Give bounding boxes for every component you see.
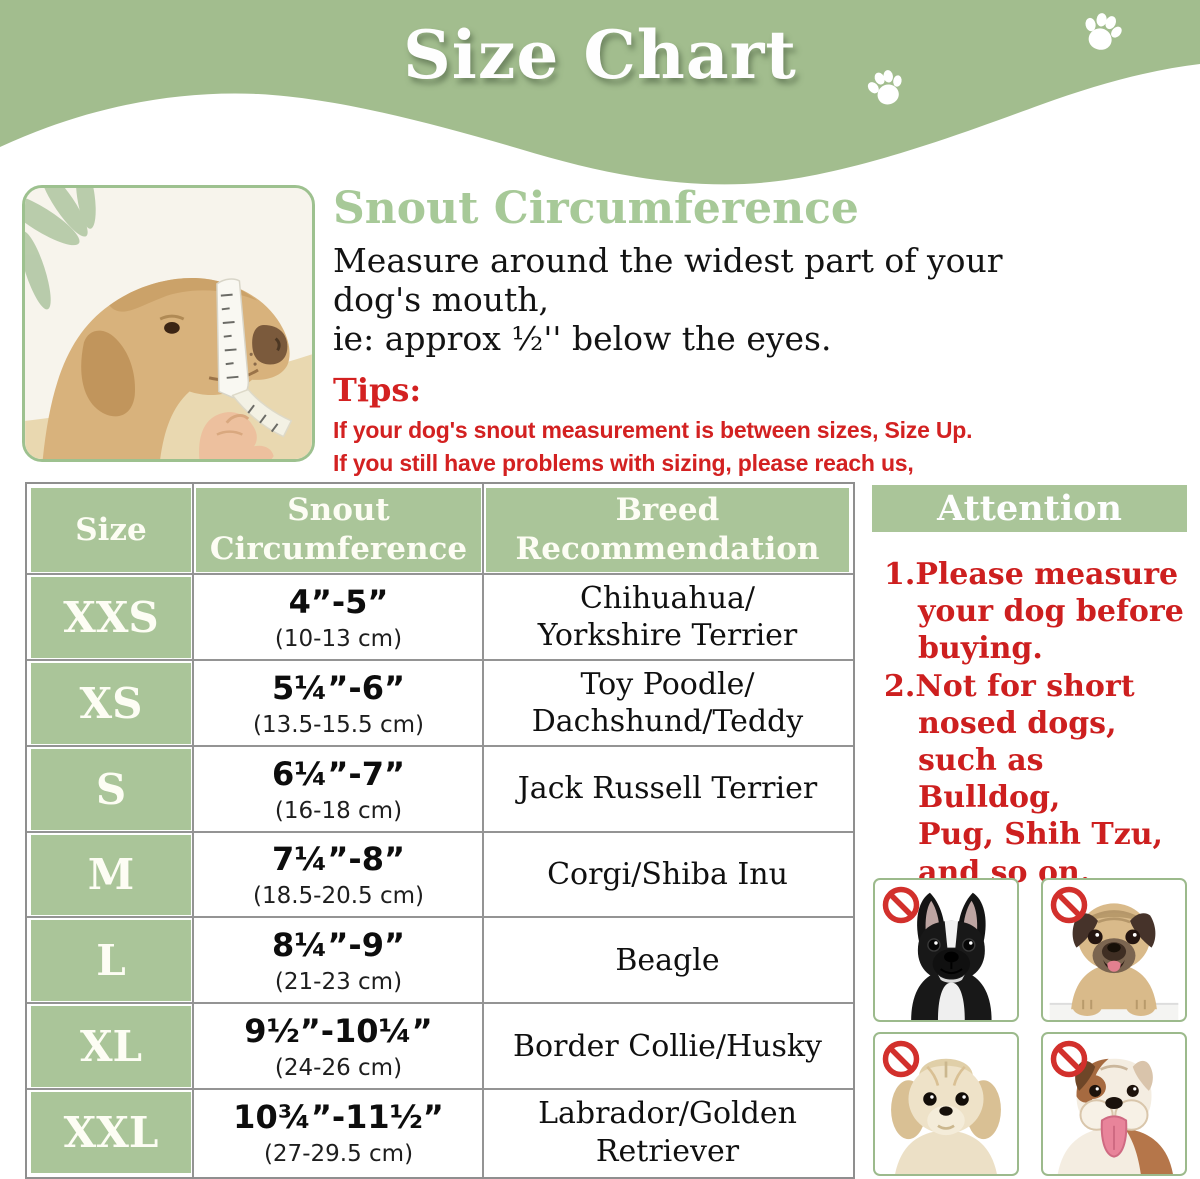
snout-circumference-heading: Snout Circumference: [333, 183, 859, 234]
banned-breed-card-english-bulldog: [1041, 1032, 1187, 1176]
table-divider: [27, 831, 853, 833]
breed-cell-xxl: Labrador/Golden Retriever: [486, 1092, 849, 1173]
table-divider: [27, 745, 853, 747]
attention-item: 1.Please measure your dog before buying.: [884, 557, 1184, 667]
cm-range: (10-13 cm): [274, 625, 403, 652]
table-divider: [27, 916, 853, 918]
measure-instructions-line1: Measure around the widest part of your d…: [333, 241, 1003, 320]
inches-range: 6¼”-7”: [272, 754, 405, 793]
size-cell-xl: XL: [31, 1006, 191, 1088]
prohibition-icon: [882, 1040, 920, 1078]
table-divider: [27, 573, 853, 575]
snout-cell-xs: 5¼”-6” (13.5-15.5 cm): [196, 662, 481, 744]
shih-tzu-image: [891, 1058, 1001, 1174]
table-divider: [27, 1088, 853, 1090]
size-cell-m: M: [31, 834, 191, 916]
column-header-size: Size: [31, 488, 191, 572]
table-divider: [27, 659, 853, 661]
column-header-breed: Breed Recommendation: [486, 488, 849, 572]
prohibition-icon: [882, 886, 920, 924]
size-chart-table: Size Snout Circumference Breed Recommend…: [25, 482, 855, 1179]
banned-breed-card-pug: [1041, 878, 1187, 1022]
attention-heading: Attention: [872, 485, 1187, 532]
size-cell-l: L: [31, 920, 191, 1002]
breed-cell-l: Beagle: [486, 920, 849, 1002]
tips-label: Tips:: [333, 371, 422, 410]
snout-cell-xxl: 10¾”-11½” (27-29.5 cm): [196, 1092, 481, 1173]
page-title: Size Chart: [403, 16, 797, 94]
breed-cell-xxs: Chihuahua/ Yorkshire Terrier: [486, 577, 849, 658]
snout-cell-l: 8¼”-9” (21-23 cm): [196, 920, 481, 1002]
inches-range: 8¼”-9”: [272, 926, 405, 965]
snout-cell-xl: 9½”-10¼” (24-26 cm): [196, 1006, 481, 1088]
banner-wave: [0, 0, 1200, 185]
cm-range: (16-18 cm): [274, 797, 403, 824]
breed-cell-m: Corgi/Shiba Inu: [486, 834, 849, 916]
pug-image: [1049, 903, 1179, 1020]
inches-range: 9½”-10¼”: [244, 1012, 433, 1051]
size-cell-xs: XS: [31, 662, 191, 744]
tips-line: If you still have problems with sizing, …: [333, 449, 914, 476]
inches-range: 5¼”-6”: [272, 668, 405, 707]
breed-cell-s: Jack Russell Terrier: [486, 748, 849, 830]
column-header-snout: Snout Circumference: [196, 488, 481, 572]
measure-instructions-line2: ie: approx ½'' below the eyes.: [333, 319, 832, 359]
intro-section: Snout Circumference Measure around the w…: [333, 184, 1053, 513]
banned-breed-card-french-bulldog: [873, 878, 1019, 1022]
cm-range: (13.5-15.5 cm): [252, 711, 425, 738]
prohibition-icon: [1050, 886, 1088, 924]
inches-range: 4”-5”: [288, 582, 389, 621]
banned-breed-card-shih-tzu: [873, 1032, 1019, 1176]
attention-list: 1.Please measure your dog before buying.…: [884, 556, 1192, 891]
snout-cell-s: 6¼”-7” (16-18 cm): [196, 748, 481, 830]
paw-print-icon: [1085, 13, 1122, 50]
cm-range: (21-23 cm): [274, 969, 403, 996]
size-cell-xxs: XXS: [31, 577, 191, 658]
size-cell-xxl: XXL: [31, 1092, 191, 1173]
cm-range: (27-29.5 cm): [263, 1141, 414, 1168]
inches-range: 10¾”-11½”: [233, 1098, 444, 1137]
attention-item: 2.Not for short nosed dogs, such as Bull…: [884, 668, 1163, 890]
cm-range: (18.5-20.5 cm): [252, 883, 425, 910]
prohibition-icon: [1050, 1040, 1088, 1078]
table-divider: [192, 484, 194, 1177]
table-divider: [27, 1002, 853, 1004]
breed-cell-xs: Toy Poodle/ Dachshund/Teddy: [486, 662, 849, 744]
table-divider: [482, 484, 484, 1177]
cm-range: (24-26 cm): [274, 1055, 403, 1082]
snout-cell-m: 7¼”-8” (18.5-20.5 cm): [196, 834, 481, 916]
paw-print-icon: [867, 70, 902, 105]
inches-range: 7¼”-8”: [272, 840, 405, 879]
breed-cell-xl: Border Collie/Husky: [486, 1006, 849, 1088]
french-bulldog-image: [911, 892, 992, 1020]
size-cell-s: S: [31, 748, 191, 830]
tips-line: If your dog's snout measurement is betwe…: [333, 417, 973, 444]
snout-cell-xxs: 4”-5” (10-13 cm): [196, 577, 481, 658]
dog-snout-measuring-photo: [22, 185, 315, 462]
banned-breeds-grid: [873, 878, 1187, 1176]
english-bulldog-image: [1057, 1058, 1173, 1174]
